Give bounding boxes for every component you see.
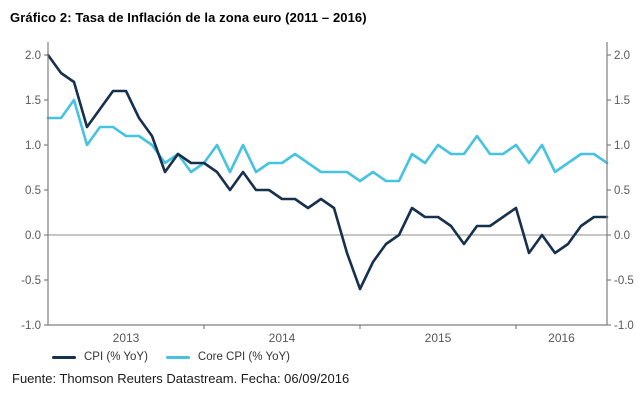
- chart-title: Gráfico 2: Tasa de Inflación de la zona …: [10, 10, 367, 25]
- legend-label-core-cpi: Core CPI (% YoY): [197, 351, 290, 363]
- x-tick-label: 2014: [269, 331, 296, 345]
- y-tick-label-left: -1.0: [21, 320, 41, 332]
- core-cpi-line-swatch: [165, 355, 190, 359]
- core-cpi-line: [46, 98, 609, 183]
- x-tick-label: 2013: [113, 331, 140, 345]
- cpi-line: [46, 53, 609, 291]
- y-tick-label-right: 0.5: [614, 185, 630, 197]
- chart-legend: CPI (% YoY) Core CPI (% YoY): [52, 351, 290, 363]
- legend-item-cpi: CPI (% YoY): [52, 351, 148, 363]
- legend-label-cpi: CPI (% YoY): [84, 351, 148, 363]
- y-tick-label-right: 2.0: [614, 50, 630, 62]
- y-tick-label-right: 1.5: [614, 95, 630, 107]
- x-tick-label: 2015: [425, 331, 452, 345]
- y-tick-label-right: 0.0: [614, 230, 630, 242]
- y-tick-label-left: 0.5: [25, 185, 41, 197]
- x-tick-label: 2016: [548, 331, 575, 345]
- y-tick-label-left: 0.0: [25, 230, 41, 242]
- y-tick-label-left: 1.0: [25, 140, 41, 152]
- y-tick-label-left: 1.5: [25, 95, 41, 107]
- source-note: Fuente: Thomson Reuters Datastream. Fech…: [12, 371, 350, 386]
- legend-item-core-cpi: Core CPI (% YoY): [165, 351, 290, 363]
- y-tick-label-left: 2.0: [25, 50, 41, 62]
- y-tick-label-right: -1.0: [614, 320, 634, 332]
- cpi-line-swatch: [52, 355, 76, 359]
- y-tick-label-right: 1.0: [614, 140, 630, 152]
- y-tick-label-right: -0.5: [614, 275, 634, 287]
- y-tick-label-left: -0.5: [21, 275, 41, 287]
